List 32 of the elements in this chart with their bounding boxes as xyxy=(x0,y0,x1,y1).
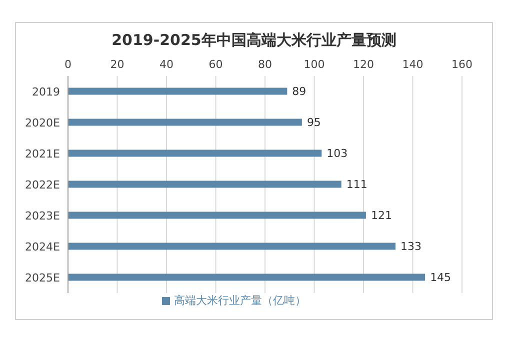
y-tick-label: 2022E xyxy=(25,178,60,192)
data-label: 103 xyxy=(326,147,348,160)
y-tick-label: 2020E xyxy=(25,116,60,130)
x-tick-label: 160 xyxy=(452,58,472,71)
legend-label: 高端大米行业产量（亿吨） xyxy=(174,294,306,307)
data-label: 95 xyxy=(306,116,321,130)
x-tick-label: 0 xyxy=(64,58,72,71)
data-label: 145 xyxy=(430,271,452,284)
x-tick-label: 140 xyxy=(402,58,424,71)
x-tick-label: 80 xyxy=(258,58,272,71)
bar xyxy=(68,274,426,281)
y-tick-label: 2023E xyxy=(25,209,60,222)
y-tick-label: 2019 xyxy=(32,85,60,98)
x-tick-label: 60 xyxy=(208,58,223,71)
bar xyxy=(68,118,302,126)
x-tick-label: 120 xyxy=(353,58,374,71)
data-label: 111 xyxy=(346,178,368,192)
bar xyxy=(68,180,342,188)
chart-title: 2019-2025年中国高端大米行业产量预测 xyxy=(110,31,398,50)
bar xyxy=(68,212,366,219)
y-tick-label: 2024E xyxy=(25,240,60,254)
x-tick-label: 20 xyxy=(110,58,124,71)
x-tick-label: 40 xyxy=(160,58,174,71)
y-tick-label: 2025E xyxy=(25,271,60,284)
data-label: 121 xyxy=(370,209,392,222)
bar xyxy=(68,150,322,157)
bar xyxy=(68,242,396,250)
y-tick-label: 2021E xyxy=(25,147,60,160)
data-label: 133 xyxy=(400,240,422,254)
data-label: 89 xyxy=(292,85,306,98)
bar xyxy=(68,88,288,95)
x-tick-label: 100 xyxy=(304,58,325,71)
